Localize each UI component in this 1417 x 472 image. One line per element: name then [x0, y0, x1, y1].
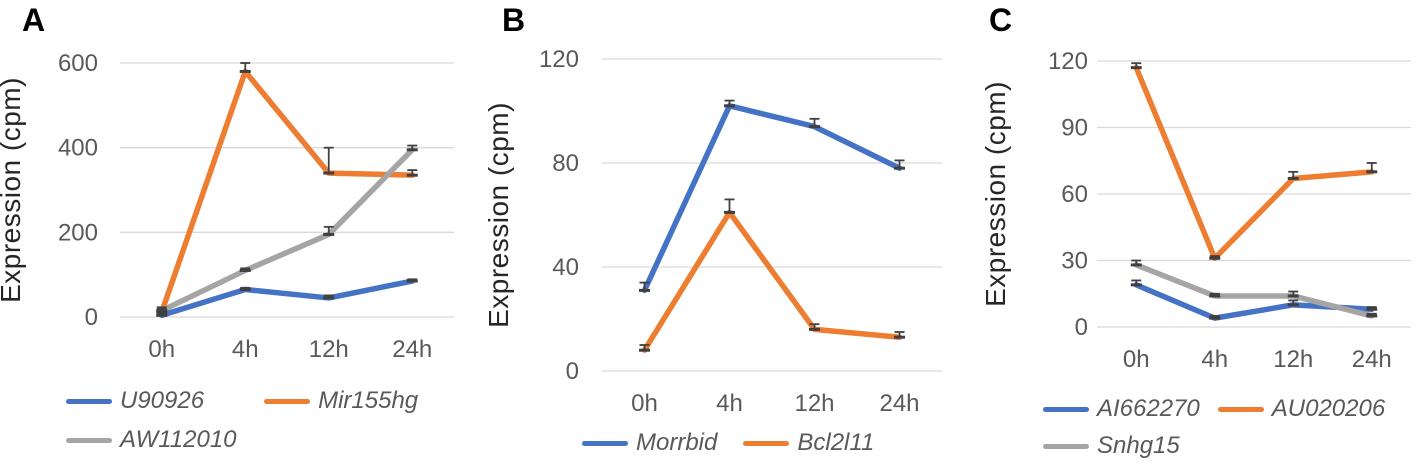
legend-label: U90926	[120, 387, 205, 414]
legend-swatch-bcl2l11	[743, 440, 790, 446]
panel-label-b: B	[502, 2, 526, 38]
y-tick-label: 40	[552, 254, 579, 281]
legend-label: Bcl2l11	[797, 429, 875, 456]
y-tick-label: 80	[552, 150, 579, 177]
line-chart-a: 0 200 400 600 0h 4h 12h 24h Expression (cpm)	[0, 50, 454, 363]
x-tick-label: 24h	[1352, 346, 1392, 373]
legend-swatch-morrbid	[582, 440, 628, 446]
x-tick-label: 0h	[631, 390, 658, 417]
legend-item-u90926: U90926	[66, 387, 205, 414]
legend-row: U90926 Mir155hg	[66, 387, 419, 414]
y-tick-label: 120	[539, 46, 579, 73]
legend-item-morrbid: Morrbid	[582, 429, 718, 456]
legend-swatch-snhg15	[1043, 444, 1089, 450]
x-tick-label: 12h	[794, 390, 834, 417]
y-tick-label: 400	[58, 135, 98, 162]
panel-b: B 0 40 80 120 0h 4h 12h 24h Expression (cpm) Mor…	[472, 0, 945, 472]
legend-swatch-ai662270	[1043, 406, 1089, 412]
y-axis-title: Expression (cpm)	[483, 102, 514, 328]
panel-a: A 0 200 400 600 0h 4h 12h 24h Expression (cpm) U…	[0, 0, 472, 472]
y-tick-label: 0	[566, 358, 579, 385]
series-line-u90926	[159, 278, 415, 319]
legend-row: Snhg15	[1043, 432, 1385, 460]
y-tick-label: 60	[1061, 181, 1088, 208]
legend-item-bcl2l11: Bcl2l11	[743, 429, 875, 456]
line-chart-b: 0 40 80 120 0h 4h 12h 24h Expression (cpm)	[483, 46, 942, 417]
x-tick-label: 12h	[309, 336, 349, 363]
series-line-snhg15	[1133, 262, 1375, 319]
x-tick-label: 4h	[232, 336, 259, 363]
legend-row: AI662270 AU020206	[1043, 395, 1386, 422]
legend-label: AU020206	[1271, 395, 1386, 422]
y-tick-label: 90	[1061, 115, 1088, 142]
y-tick-label: 30	[1061, 248, 1088, 275]
y-tick-label: 120	[1048, 48, 1088, 75]
series-line-bcl2l11	[641, 209, 903, 353]
legend-item-au020206: AU020206	[1217, 395, 1386, 422]
legend-row: Morrbid Bcl2l11	[582, 429, 875, 456]
y-tick-label: 0	[85, 304, 98, 331]
panel-label-c: C	[989, 2, 1013, 38]
legend-label: Mir155hg	[318, 387, 419, 414]
x-tick-label: 12h	[1273, 346, 1313, 373]
line-chart-c: 0 30 60 90 120 0h 4h 12h 24h Expression (cpm)	[980, 48, 1411, 373]
legend-label: Morrbid	[636, 429, 718, 456]
legend-item-aw112010: AW112010	[66, 426, 237, 454]
legend-b: Morrbid Bcl2l11	[582, 429, 875, 456]
series-line-mir155hg	[159, 68, 415, 315]
legend-label: AI662270	[1097, 395, 1200, 422]
y-tick-label: 600	[58, 50, 98, 77]
series-line-aw112010	[159, 147, 415, 314]
legend-label: AW112010	[120, 426, 237, 454]
legend-swatch-aw112010	[66, 438, 112, 444]
panel-label-a: A	[22, 2, 46, 38]
series-line-au020206	[1133, 64, 1375, 262]
x-tick-label: 0h	[148, 336, 175, 363]
legend-item-mir155hg: Mir155hg	[264, 387, 419, 414]
series-line-ai662270	[1133, 282, 1375, 321]
x-tick-label: 24h	[879, 390, 919, 417]
legend-item-snhg15: Snhg15	[1043, 432, 1180, 460]
legend-c: AI662270 AU020206 Snhg15	[1043, 395, 1386, 460]
x-tick-label: 4h	[1201, 346, 1228, 373]
legend-row: AW112010	[66, 426, 418, 454]
x-tick-label: 0h	[1123, 346, 1150, 373]
panel-c: C 0 30 60 90 120 0h 4h 12h 24h Expression (cpm) A…	[945, 0, 1417, 472]
y-tick-label: 200	[58, 219, 98, 246]
y-axis-title: Expression (cpm)	[0, 77, 26, 303]
x-tick-label: 24h	[392, 336, 432, 363]
x-tick-label: 4h	[716, 390, 743, 417]
legend-swatch-au020206	[1217, 406, 1264, 412]
legend-swatch-mir155hg	[264, 398, 311, 404]
series-line-morrbid	[641, 103, 903, 294]
y-axis-title: Expression (cpm)	[980, 81, 1011, 307]
legend-swatch-u90926	[66, 398, 112, 404]
y-tick-label: 0	[1075, 314, 1088, 341]
legend-item-ai662270: AI662270	[1043, 395, 1200, 422]
legend-a: U90926 Mir155hg AW112010	[66, 387, 419, 454]
legend-label: Snhg15	[1097, 432, 1180, 460]
